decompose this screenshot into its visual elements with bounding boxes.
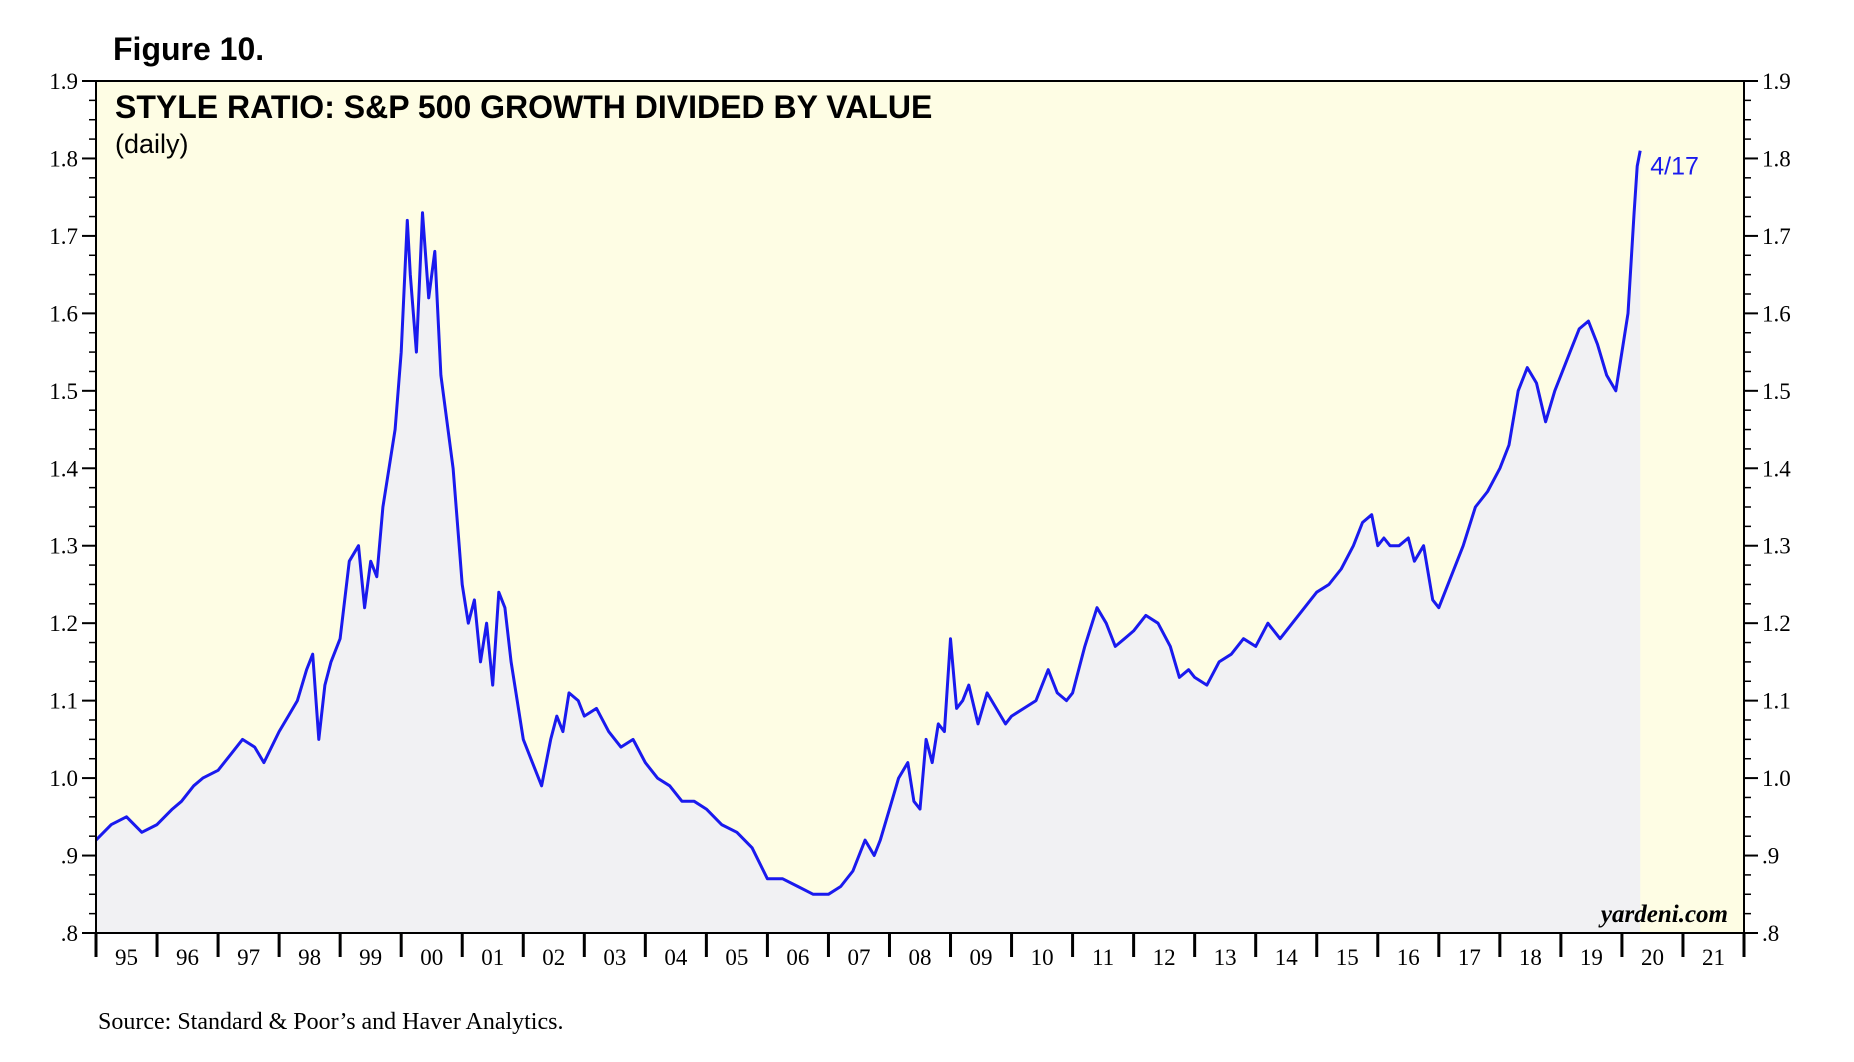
x-tick-label: 05 <box>725 945 748 970</box>
x-tick-label: 13 <box>1214 945 1237 970</box>
series-line <box>94 150 1642 896</box>
x-tick-label: 06 <box>786 945 809 970</box>
brand-watermark: yardeni.com <box>1598 901 1728 928</box>
x-tick-label: 21 <box>1702 945 1725 970</box>
x-tick-label: 02 <box>542 945 565 970</box>
x-tick-label: 15 <box>1336 945 1359 970</box>
y-tick-label-left: 1.1 <box>49 689 78 714</box>
x-tick-label: 08 <box>909 945 932 970</box>
x-tick-label: 16 <box>1397 945 1420 970</box>
y-tick-label-right: .9 <box>1762 844 1779 869</box>
y-tick-label-right: 1.8 <box>1762 146 1791 171</box>
series-area <box>96 150 1641 933</box>
x-tick-label: 96 <box>176 945 199 970</box>
chart-subtitle: (daily) <box>115 129 189 159</box>
x-tick-label: 99 <box>359 945 382 970</box>
y-tick-label-right: 1.9 <box>1762 69 1791 94</box>
x-tick-label: 17 <box>1458 945 1481 970</box>
y-tick-label-left: 1.9 <box>49 69 78 94</box>
x-tick-label: 12 <box>1153 945 1176 970</box>
y-tick-label-left: 1.4 <box>49 456 78 481</box>
x-tick-label: 10 <box>1031 945 1054 970</box>
y-tick-label-left: 1.8 <box>49 146 78 171</box>
y-tick-label-left: 1.5 <box>49 379 78 404</box>
y-tick-label-left: 1.6 <box>49 301 78 326</box>
right-y-axis: 1.9 1.8 1.7 1.6 1.5 1.4 1.3 1.2 1.1 1.0 .9 .8 <box>1744 69 1791 946</box>
chart-title: STYLE RATIO: S&P 500 GROWTH DIVIDED BY V… <box>115 89 932 125</box>
x-tick-label: 00 <box>420 945 443 970</box>
y-tick-label-right: .8 <box>1762 921 1779 946</box>
x-tick-label: 20 <box>1641 945 1664 970</box>
y-tick-label-right: 1.6 <box>1762 301 1791 326</box>
figure-label: Figure 10. <box>113 31 264 67</box>
y-tick-label-left: 1.2 <box>49 611 78 636</box>
y-tick-label-left: 1.3 <box>49 534 78 559</box>
x-tick-label: 09 <box>970 945 993 970</box>
y-tick-label-right: 1.7 <box>1762 224 1791 249</box>
y-tick-label-left: 1.0 <box>49 766 78 791</box>
y-tick-label-right: 1.2 <box>1762 611 1791 636</box>
x-tick-label: 97 <box>237 945 260 970</box>
x-tick-label: 07 <box>847 945 870 970</box>
x-tick-label: 14 <box>1275 945 1299 970</box>
x-tick-label: 95 <box>115 945 138 970</box>
y-tick-label-left: 1.7 <box>49 224 78 249</box>
latest-date-annotation: 4/17 <box>1650 153 1699 181</box>
x-tick-label: 11 <box>1092 945 1114 970</box>
x-tick-label: 98 <box>298 945 321 970</box>
x-axis: 95 96 97 98 99 00 01 02 03 04 05 06 07 08 09 10 11 12 13 14… <box>94 933 1746 970</box>
y-tick-label-right: 1.5 <box>1762 379 1791 404</box>
x-tick-label: 03 <box>603 945 626 970</box>
y-tick-label-right: 1.3 <box>1762 534 1791 559</box>
y-tick-label-right: 1.0 <box>1762 766 1791 791</box>
x-tick-label: 04 <box>664 945 688 970</box>
y-tick-label-right: 1.4 <box>1762 456 1791 481</box>
y-tick-label-left: .9 <box>61 844 78 869</box>
y-tick-label-left: .8 <box>61 921 78 946</box>
x-tick-label: 19 <box>1580 945 1603 970</box>
x-tick-label: 18 <box>1519 945 1542 970</box>
left-y-axis: 1.9 1.8 1.7 1.6 1.5 1.4 1.3 1.2 1.1 1.0 .9 .8 <box>49 69 96 946</box>
source-note: Source: Standard & Poor’s and Haver Anal… <box>98 1009 563 1035</box>
y-tick-label-right: 1.1 <box>1762 689 1791 714</box>
x-tick-label: 01 <box>481 945 504 970</box>
